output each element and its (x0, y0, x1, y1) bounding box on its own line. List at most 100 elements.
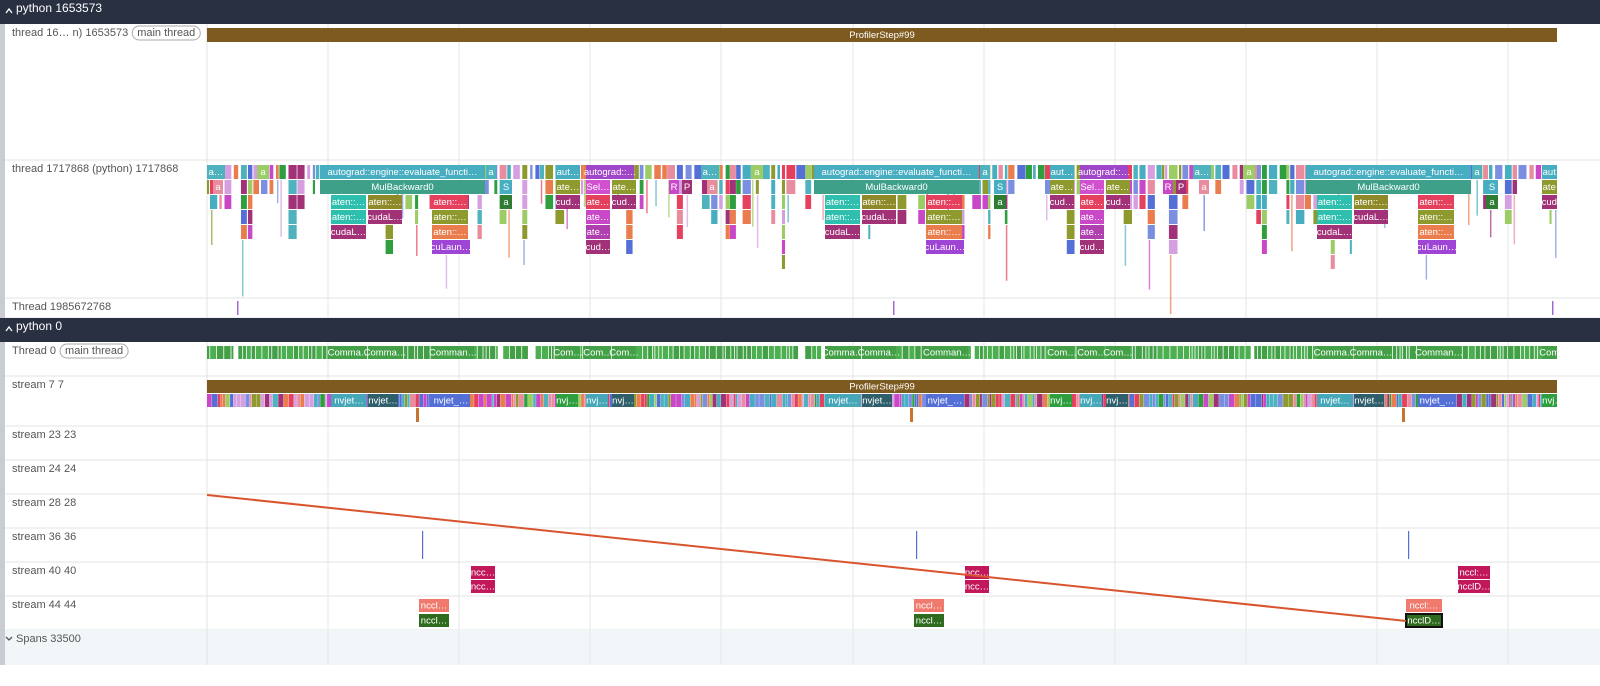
slice[interactable] (522, 195, 528, 209)
slice[interactable] (786, 180, 796, 194)
slice[interactable] (1169, 255, 1172, 315)
slice[interactable] (1147, 225, 1155, 239)
slice[interactable] (260, 394, 265, 407)
slice[interactable] (555, 210, 565, 224)
slice[interactable] (1279, 165, 1287, 179)
slice[interactable] (1285, 346, 1290, 359)
slice[interactable] (477, 225, 482, 239)
slice[interactable] (1504, 210, 1512, 224)
slice[interactable] (721, 394, 726, 407)
slice[interactable] (481, 165, 489, 179)
slice[interactable] (1168, 225, 1178, 239)
slice[interactable]: aten::… (1354, 195, 1388, 209)
slice[interactable] (207, 394, 212, 407)
slice[interactable] (1504, 394, 1507, 407)
slice[interactable] (269, 394, 273, 407)
slice[interactable] (964, 394, 970, 407)
slice[interactable]: cud… (586, 240, 611, 254)
slice[interactable]: ate… (586, 225, 610, 239)
slice[interactable] (1139, 195, 1146, 209)
slice[interactable] (1004, 210, 1008, 224)
slice[interactable] (247, 165, 253, 179)
slice[interactable] (897, 195, 907, 209)
slice[interactable] (408, 346, 415, 359)
slice[interactable]: a (1486, 195, 1498, 209)
slice[interactable] (1478, 394, 1482, 407)
slice[interactable] (752, 180, 754, 227)
slice[interactable] (1146, 346, 1149, 359)
slice[interactable] (664, 394, 668, 407)
slice[interactable] (1475, 346, 1480, 359)
slice[interactable]: a (500, 195, 512, 209)
slice[interactable]: ate… (1542, 180, 1566, 194)
slice[interactable] (1456, 394, 1462, 407)
slice[interactable] (699, 346, 706, 359)
slice[interactable] (1142, 346, 1146, 359)
slice[interactable]: cudaL… (1317, 225, 1352, 239)
slice[interactable] (496, 346, 498, 359)
slice[interactable] (1266, 394, 1270, 407)
slice[interactable] (1527, 394, 1533, 407)
slice[interactable] (979, 394, 982, 407)
slice[interactable] (1215, 165, 1222, 179)
slice[interactable]: ate… (1080, 210, 1104, 224)
slice[interactable] (690, 394, 695, 407)
slice[interactable]: Com… (1539, 346, 1569, 359)
slice[interactable] (251, 346, 256, 359)
slice[interactable] (781, 165, 786, 179)
slice[interactable] (279, 165, 286, 179)
slice[interactable] (1041, 346, 1045, 359)
slice[interactable] (286, 346, 294, 359)
slice[interactable] (1524, 346, 1530, 359)
slice[interactable] (786, 165, 796, 179)
slice[interactable] (499, 210, 507, 224)
slice[interactable] (771, 210, 776, 224)
slice[interactable]: aten::… (825, 195, 860, 209)
slice[interactable] (1534, 346, 1538, 359)
slice[interactable] (654, 394, 657, 407)
slice[interactable] (246, 346, 251, 359)
slice[interactable] (1184, 346, 1189, 359)
slice[interactable] (1293, 346, 1297, 359)
slice[interactable] (484, 394, 487, 407)
slice[interactable] (987, 394, 990, 407)
slice[interactable]: nccl:… (1458, 566, 1490, 579)
slice[interactable] (1283, 394, 1289, 407)
slice[interactable] (222, 394, 226, 407)
slice[interactable] (639, 195, 644, 209)
slice[interactable] (1280, 346, 1285, 359)
slice[interactable] (1256, 210, 1261, 224)
slice[interactable] (1504, 180, 1512, 194)
slice[interactable] (1387, 394, 1390, 407)
slice[interactable] (240, 225, 247, 239)
slice[interactable] (1001, 394, 1005, 407)
slice[interactable] (814, 394, 817, 407)
slice[interactable] (914, 394, 917, 407)
slice[interactable] (912, 394, 915, 407)
slice[interactable]: autograd::… (1078, 165, 1130, 179)
slice[interactable] (1045, 195, 1048, 221)
slice[interactable] (1133, 165, 1138, 179)
slice[interactable] (540, 394, 544, 407)
slice[interactable] (1189, 346, 1192, 359)
slice[interactable]: cuLaun… (1417, 240, 1458, 254)
slice[interactable] (272, 346, 278, 359)
slice[interactable] (1503, 346, 1508, 359)
slice[interactable] (1409, 346, 1417, 359)
slice[interactable] (609, 394, 614, 407)
slice[interactable] (701, 180, 710, 194)
slice[interactable] (1205, 346, 1212, 359)
slice[interactable]: aut… (1050, 165, 1074, 179)
slice[interactable] (477, 346, 483, 359)
slice[interactable] (1170, 346, 1177, 359)
slice[interactable] (673, 346, 680, 359)
slice[interactable] (726, 394, 730, 407)
slice[interactable] (774, 346, 781, 359)
slice[interactable] (709, 394, 713, 407)
slice[interactable] (701, 195, 710, 209)
slice[interactable]: Comma… (328, 346, 371, 359)
slice[interactable] (966, 346, 971, 359)
slice[interactable] (1066, 225, 1075, 239)
slice[interactable] (1135, 346, 1142, 359)
slice[interactable] (1305, 346, 1307, 359)
